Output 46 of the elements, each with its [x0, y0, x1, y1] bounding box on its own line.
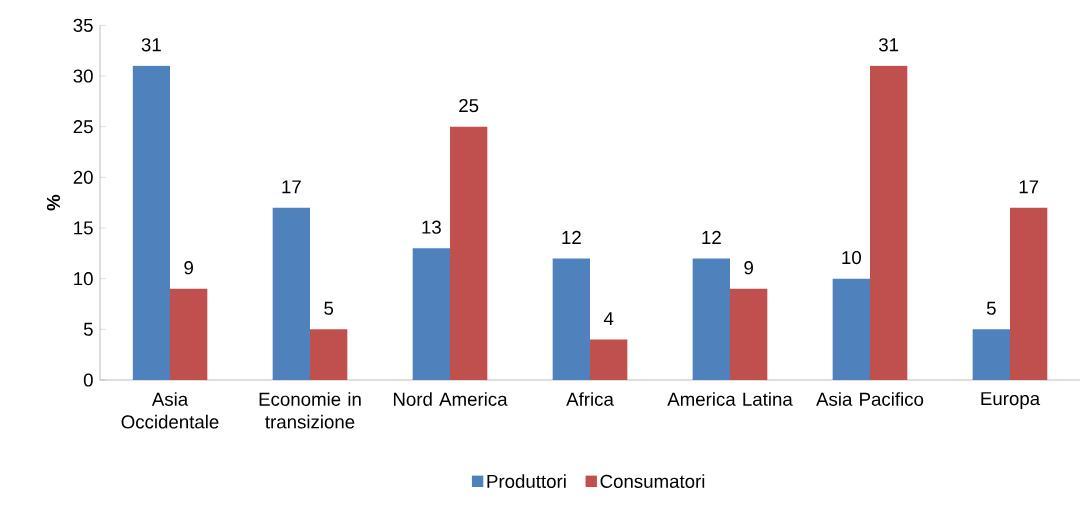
data-label: 17 [282, 180, 301, 194]
data-label: 12 [562, 230, 581, 244]
bar [170, 288, 208, 380]
data-label: 4 [603, 312, 614, 325]
legend-label: Consumatori [600, 474, 705, 488]
bar [870, 65, 908, 380]
y-tick-label: 35 [73, 18, 93, 32]
bar [590, 339, 628, 380]
data-label: 13 [422, 220, 441, 234]
data-label: 5 [986, 301, 996, 315]
bar [310, 329, 348, 380]
y-tick-label: 25 [73, 120, 93, 134]
y-tick-label: 5 [83, 322, 93, 336]
y-tick-label: 10 [74, 272, 93, 286]
bar [412, 248, 450, 380]
y-tick-label: 15 [74, 221, 93, 235]
data-label: 31 [141, 38, 161, 52]
x-tick-label: Africa [566, 392, 614, 406]
x-tick-label: America Latina [667, 392, 793, 406]
data-label: 17 [1019, 180, 1039, 194]
data-label: 12 [702, 230, 721, 244]
data-label: 31 [879, 38, 899, 52]
y-tick-label: 20 [73, 170, 93, 184]
x-tick-label: Asia Occidentale [121, 392, 219, 429]
legend-label: Produttori [487, 474, 566, 488]
y-tick-label: 0 [83, 373, 93, 387]
data-label: 10 [842, 250, 861, 265]
data-label: 9 [184, 261, 193, 275]
y-axis-title: % [46, 194, 61, 211]
x-tick-label: Asia Pacifico [816, 392, 924, 406]
bar [552, 258, 590, 380]
bar [450, 126, 488, 380]
x-tick-label: Economie in transizione [259, 392, 361, 429]
data-label: 9 [744, 261, 753, 275]
bar [832, 278, 870, 380]
data-label: 25 [459, 98, 479, 113]
bar [132, 65, 171, 380]
y-tick-label: 30 [73, 69, 93, 83]
bar [1010, 207, 1048, 380]
data-label: 5 [324, 301, 334, 315]
bar [730, 288, 768, 380]
bar [272, 207, 311, 380]
bar [972, 329, 1010, 380]
x-tick-label: Europa [981, 392, 1041, 409]
bar [692, 258, 730, 380]
x-tick-label: Nord America [393, 392, 508, 406]
